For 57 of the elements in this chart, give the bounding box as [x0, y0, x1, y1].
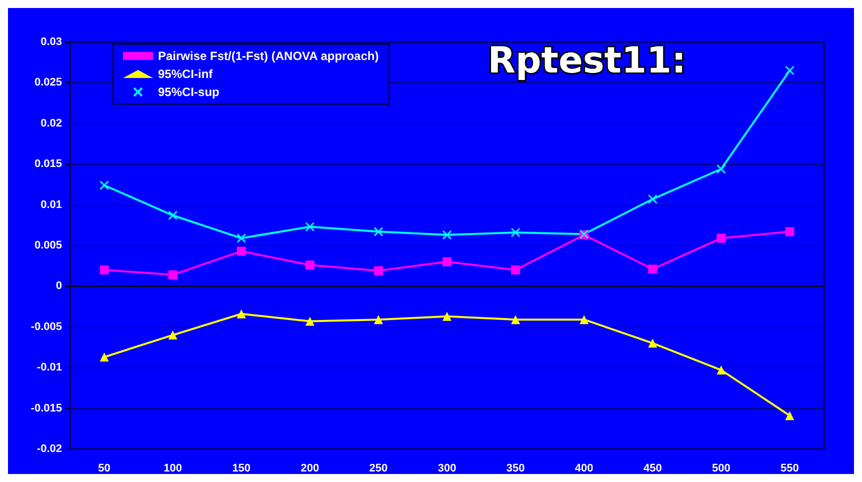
x-tick-label: 100	[164, 462, 182, 474]
x-tick-label: 400	[574, 462, 594, 474]
point	[442, 257, 452, 266]
legend-label: 95%CI-inf	[158, 67, 214, 81]
point	[236, 309, 246, 318]
point	[305, 222, 315, 232]
point	[510, 228, 520, 238]
y-tick-label: 0.01	[40, 198, 62, 211]
point	[305, 316, 314, 326]
y-tick-label: -0.015	[30, 402, 62, 414]
y-tick-label: -0.005	[30, 320, 62, 333]
point	[442, 312, 452, 321]
point	[511, 315, 520, 324]
point	[716, 366, 726, 375]
x-tick-label: 150	[232, 462, 251, 474]
point	[168, 210, 178, 220]
x-tick-label: 50	[98, 462, 110, 474]
point	[648, 194, 658, 204]
point	[236, 233, 246, 243]
point	[648, 264, 658, 274]
point	[442, 230, 452, 240]
x-tick-label: 550	[780, 462, 799, 474]
y-tick-label: -0.01	[36, 362, 62, 374]
point	[100, 265, 109, 274]
point	[374, 315, 383, 324]
y-tick-label: 0.02	[40, 117, 62, 130]
x-tick-label: 500	[712, 462, 730, 474]
point	[168, 270, 178, 280]
x-tick-label: 250	[369, 462, 388, 474]
y-tick-label: 0.005	[34, 240, 62, 252]
point	[305, 260, 314, 270]
x-tick-label: 450	[643, 462, 662, 474]
point	[716, 164, 726, 174]
x-tick-label: 300	[438, 462, 456, 474]
point	[168, 330, 178, 340]
point	[648, 338, 658, 348]
point	[511, 265, 520, 274]
legend-label: 95%CI-sup	[158, 85, 220, 99]
y-tick-label: 0	[56, 280, 62, 292]
legend-label: Pairwise Fst/(1-Fst) (ANOVA approach)	[158, 49, 379, 63]
point	[785, 411, 794, 420]
y-tick-label: 0.015	[34, 158, 62, 170]
chart-title: Rptest11:	[488, 40, 686, 82]
y-tick-label: 0.025	[34, 76, 62, 89]
x-tick-label: 200	[300, 462, 320, 474]
point	[100, 352, 109, 362]
point	[785, 227, 794, 236]
y-tick-label: -0.02	[36, 443, 62, 455]
point	[100, 180, 110, 190]
x-tick-label: 350	[506, 462, 525, 474]
y-tick-label: 0.03	[40, 36, 62, 48]
point	[784, 66, 794, 76]
point	[580, 315, 589, 324]
point	[716, 234, 726, 243]
point	[236, 246, 246, 256]
point	[374, 226, 384, 236]
point	[374, 266, 383, 276]
